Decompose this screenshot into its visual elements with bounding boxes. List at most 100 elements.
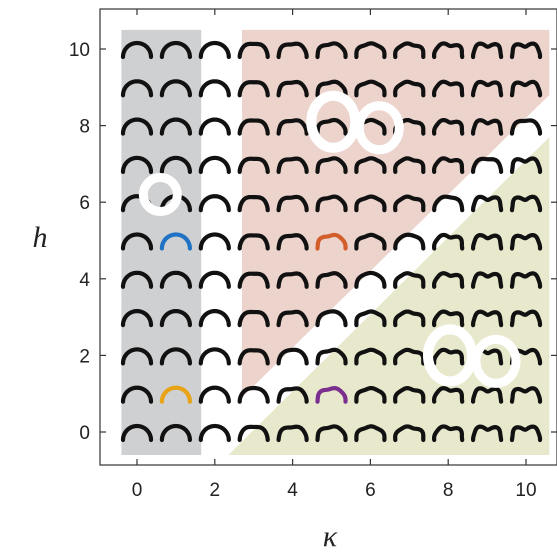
y-tick-label: 10 <box>69 40 90 61</box>
ring-marker-left <box>422 324 477 387</box>
shape-glyph <box>509 386 543 404</box>
shape-glyph <box>276 386 309 404</box>
shape-glyph <box>237 194 270 213</box>
shape-glyph <box>315 79 348 98</box>
shape-glyph <box>198 232 231 251</box>
shape-glyph <box>198 79 231 98</box>
x-axis-title: κ <box>323 520 338 553</box>
shape-glyph <box>354 194 387 213</box>
shape-glyph <box>432 194 465 213</box>
shape-glyph <box>432 117 465 136</box>
shape-glyph <box>276 347 309 366</box>
shape-glyph <box>315 309 348 328</box>
shape-glyph <box>354 41 387 60</box>
shape-glyph <box>354 347 387 366</box>
shape-glyph <box>198 117 231 136</box>
shape-glyph <box>276 41 309 60</box>
shape-glyph <box>393 41 426 60</box>
shape-glyph <box>471 386 504 404</box>
shape-glyph <box>509 41 543 60</box>
shape-glyph <box>237 80 270 98</box>
shape-glyph <box>198 270 231 289</box>
shape-glyph <box>159 270 192 289</box>
shape-glyph <box>120 40 154 60</box>
ring-layer <box>138 90 521 388</box>
shape-glyph <box>198 40 231 60</box>
shape-glyph <box>237 309 270 328</box>
shape-glyph <box>276 118 309 136</box>
shape-glyph <box>237 233 270 251</box>
ring-marker-left <box>306 90 361 153</box>
shape-glyph <box>432 424 465 443</box>
shape-glyph <box>393 424 426 443</box>
shape-glyph <box>198 385 231 404</box>
y-tick-label: 6 <box>79 193 90 214</box>
shape-glyph <box>509 309 543 328</box>
x-tick-label: 8 <box>443 480 454 501</box>
shape-glyph <box>237 271 270 289</box>
shape-glyph <box>509 79 543 98</box>
shape-glyph <box>120 347 154 366</box>
shape-glyph <box>354 232 387 251</box>
shape-glyph <box>471 309 504 328</box>
shape-glyph <box>237 118 270 136</box>
shape-glyph <box>509 194 543 213</box>
x-tick-label: 6 <box>365 480 376 501</box>
shape-glyph <box>237 348 270 366</box>
y-tick-label: 2 <box>79 346 90 367</box>
shape-glyph <box>315 271 348 289</box>
shape-glyph <box>276 79 309 98</box>
shape-glyph <box>276 424 309 443</box>
shape-glyph <box>432 347 465 366</box>
shape-glyph <box>315 117 348 136</box>
shape-glyph <box>120 117 154 136</box>
shape-glyph <box>198 155 231 174</box>
shape-glyph <box>276 309 309 328</box>
shape-glyph <box>237 156 270 174</box>
shape-glyph <box>315 41 348 60</box>
axes <box>99 8 557 466</box>
shape-glyph <box>509 424 543 443</box>
shape-glyph <box>432 386 465 404</box>
shape-glyph <box>315 386 348 404</box>
shape-glyph <box>120 385 154 404</box>
shape-glyph <box>432 271 465 289</box>
shape-glyph <box>315 194 348 213</box>
shape-glyph <box>509 232 543 251</box>
axes-frame <box>99 8 557 466</box>
shape-glyph <box>159 155 192 174</box>
shape-glyph <box>315 232 348 251</box>
shape-glyph <box>393 309 426 328</box>
shape-glyph <box>120 309 154 328</box>
shape-glyph <box>393 347 426 366</box>
shape-glyph <box>159 385 192 404</box>
shape-glyph <box>354 270 387 289</box>
ring-marker-right <box>471 334 521 388</box>
shape-glyph <box>198 347 231 366</box>
shape-glyph <box>354 424 387 443</box>
shape-glyph <box>393 79 426 98</box>
y-tick-label: 4 <box>79 270 90 291</box>
shape-glyph <box>120 423 154 443</box>
shape-glyph <box>198 194 231 213</box>
shape-glyph <box>471 79 504 98</box>
y-tick-label: 0 <box>79 423 90 444</box>
shape-glyph <box>393 271 426 289</box>
shape-glyph <box>393 194 426 213</box>
shape-glyph <box>315 156 348 174</box>
shape-glyph <box>471 41 504 60</box>
shape-glyph <box>471 271 504 289</box>
shape-glyph <box>120 232 154 251</box>
shape-glyph <box>354 385 387 404</box>
shape-glyph <box>159 309 192 328</box>
shape-glyph <box>471 118 504 136</box>
shape-glyph <box>198 423 231 443</box>
region-pink <box>242 29 550 398</box>
x-tick-label: 10 <box>515 480 536 501</box>
shape-glyph <box>509 118 543 136</box>
shape-glyph <box>159 40 192 60</box>
x-tick-label: 0 <box>132 480 143 501</box>
shape-glyph <box>315 424 348 443</box>
shape-glyph <box>159 423 192 443</box>
shape-glyph <box>237 41 270 60</box>
